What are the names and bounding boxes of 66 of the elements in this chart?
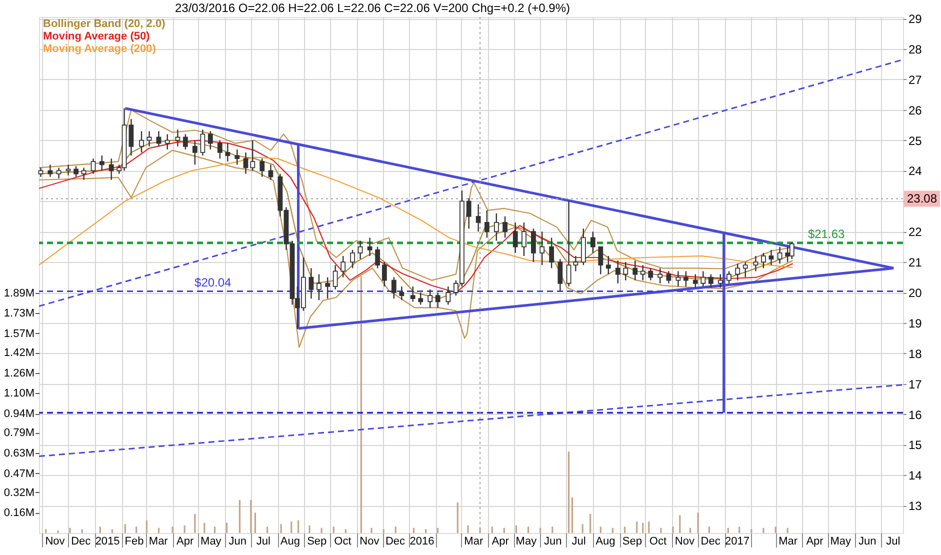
y-tick-label: 29	[908, 12, 922, 26]
x-tick-label: Mar	[778, 536, 798, 548]
x-tick-label: May	[516, 536, 538, 548]
x-tick-label: Nov	[674, 536, 695, 548]
y2-tick-label: 1.10M	[4, 388, 34, 400]
y2-tick-label: 1.89M	[4, 287, 34, 300]
y-tick-label: 15	[908, 438, 922, 452]
x-tick-label: 2016	[410, 536, 434, 548]
y-tick-label: 26	[908, 103, 922, 118]
x-tick-label: Jun	[544, 536, 562, 548]
y2-tick-label: 0.47M	[4, 468, 34, 480]
y-tick-label: 27	[908, 72, 922, 87]
y-tick-label: 16	[908, 408, 922, 422]
y2-tick-label: 0.16M	[4, 507, 34, 520]
x-tick-label: Apr	[806, 536, 824, 548]
y-tick-label: 20	[908, 286, 922, 300]
y-tick-label: 21	[908, 256, 922, 270]
y2-tick-label: 0.79M	[4, 427, 34, 440]
y-tick-label: 24	[908, 164, 922, 178]
x-tick-label: Jul	[886, 536, 900, 548]
x-tick-label: Feb	[124, 536, 144, 548]
y-tick-label: 25	[908, 134, 922, 148]
x-tick-label: Jun	[228, 536, 246, 548]
y-tick-label: 14	[908, 468, 922, 483]
x-tick-label: Nov	[45, 536, 66, 548]
x-tick-label: 2015	[95, 536, 120, 548]
x-tick-label: May	[830, 536, 852, 548]
y-tick-label: 13	[908, 499, 922, 514]
x-tick-label: Jul	[256, 536, 270, 548]
y-tick-label: 17	[908, 377, 922, 392]
y2-tick-label: 1.73M	[4, 308, 34, 320]
text: Moving Average (50)	[43, 30, 150, 42]
x-tick-label: Sep	[307, 536, 327, 548]
y-tick-label: 19	[908, 316, 922, 330]
ref-line-label: $20.04	[194, 275, 232, 290]
x-tick-label: Mar	[148, 536, 168, 548]
ref-line-label: $21.63	[808, 226, 845, 241]
y2-tick-label: 0.94M	[4, 408, 34, 420]
y2-tick-label: 0.32M	[4, 486, 34, 499]
x-tick-label: Dec	[700, 536, 721, 548]
x-tick-label: Aug	[280, 536, 300, 548]
x-tick-label: Dec	[71, 536, 92, 548]
x-tick-label: Oct	[334, 536, 352, 548]
text: Bollinger Band (20, 2.0)	[43, 18, 166, 30]
text: Moving Average (200)	[43, 43, 156, 55]
chart-subtitle: 23/03/2016 O=22.06 H=22.06 L=22.06 C=22.06 V=200 Chg=+0.2 (+0.9%)	[175, 1, 570, 15]
ref-line-label: 23.08	[906, 192, 938, 206]
x-tick-label: Jun	[858, 536, 876, 548]
x-tick-label: Sep	[622, 536, 642, 548]
y2-tick-label: 1.26M	[4, 367, 34, 380]
x-tick-label: Apr	[492, 536, 510, 548]
x-tick-label: Dec	[385, 536, 406, 548]
x-tick-label: Nov	[360, 536, 380, 548]
x-tick-label: Apr	[176, 536, 194, 548]
y2-tick-label: 0.63M	[4, 447, 34, 460]
x-tick-label: 2017	[725, 536, 750, 548]
y2-tick-label: 1.57M	[4, 328, 34, 340]
x-tick-label: Jul	[572, 536, 586, 548]
y-tick-label: 22	[908, 225, 922, 240]
y-tick-label: 18	[908, 346, 922, 361]
x-tick-label: Mar	[464, 536, 484, 548]
y-tick-label: 28	[908, 42, 922, 56]
x-tick-label: Oct	[649, 536, 667, 548]
x-tick-label: Aug	[596, 536, 616, 548]
x-tick-label: May	[200, 536, 222, 548]
y2-tick-label: 1.42M	[4, 347, 34, 360]
